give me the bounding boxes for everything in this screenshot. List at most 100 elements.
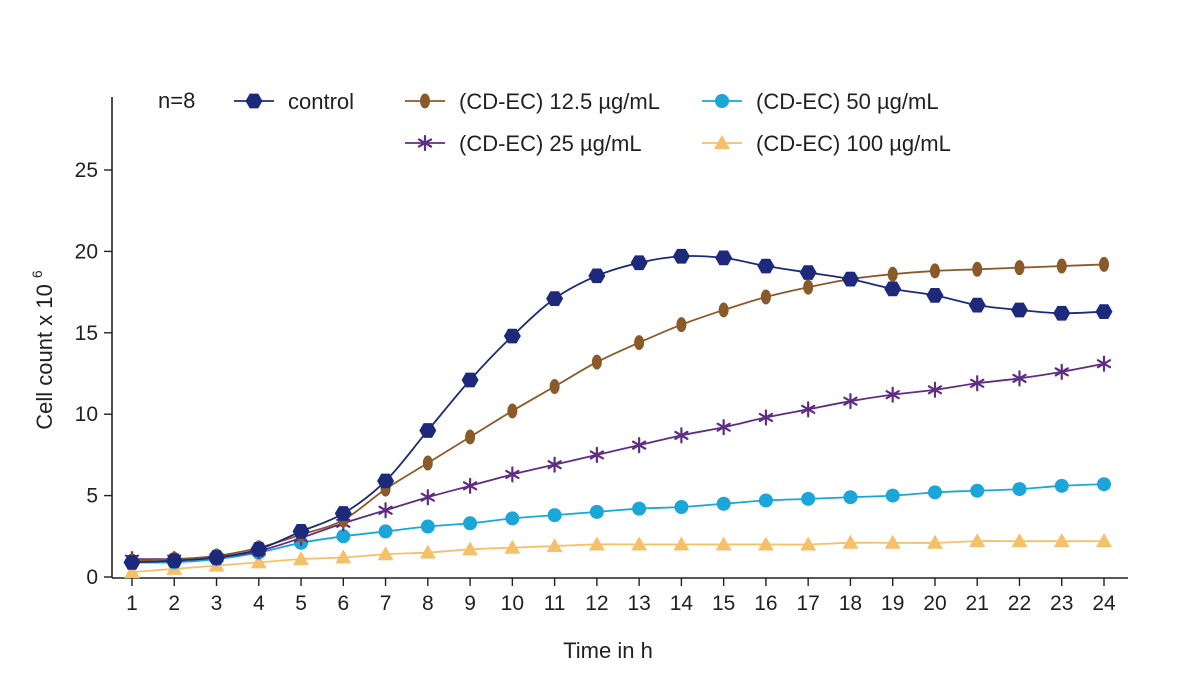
y-tick-label: 20 (75, 240, 98, 263)
series-line (131, 255, 1105, 564)
x-tick-label: 20 (923, 592, 946, 615)
data-point (673, 536, 690, 551)
data-point (969, 533, 986, 548)
data-point (885, 386, 900, 403)
data-point (715, 536, 732, 551)
data-point (546, 291, 564, 306)
data-point (674, 427, 689, 444)
asterisk-stroke (631, 440, 647, 450)
data-point (293, 551, 310, 566)
legend-label: (CD-EC) 50 µg/mL (756, 89, 939, 114)
legend-item-3: (CD-EC) 50 µg/mL (702, 89, 939, 114)
asterisk-stroke (970, 378, 985, 388)
x-tick-label: 8 (422, 592, 434, 615)
x-tick-label: 15 (712, 592, 735, 615)
data-point (591, 354, 602, 370)
x-tick-label: 18 (839, 592, 862, 615)
data-point (630, 255, 648, 271)
data-point (1056, 258, 1067, 274)
y-tick-label: 0 (86, 566, 98, 589)
series-2 (124, 355, 1112, 568)
legend-item-4: (CD-EC) 100 µg/mL (702, 131, 951, 156)
x-axis-title: Time in h (563, 638, 653, 663)
data-point (1053, 533, 1070, 548)
data-point (970, 375, 985, 392)
asterisk-stroke (547, 460, 562, 470)
data-point (801, 401, 816, 418)
series-layer (123, 248, 1113, 579)
data-point (377, 473, 395, 489)
legend-item-0: control (234, 89, 354, 114)
data-point (462, 477, 478, 494)
data-point (1095, 304, 1113, 319)
x-tick-label: 9 (464, 592, 476, 615)
legend-label: (CD-EC) 25 µg/mL (459, 131, 642, 156)
y-axis-title-group: Cell count x 10 6 (29, 270, 57, 430)
data-point (672, 248, 690, 264)
y-tick-label: 25 (75, 159, 98, 182)
annotation-n: n=8 (158, 88, 195, 113)
series-4 (124, 533, 1112, 579)
x-tick-label: 14 (670, 592, 694, 615)
data-point (165, 553, 183, 569)
asterisk-stroke (927, 385, 943, 395)
data-point (714, 135, 730, 149)
data-point (1054, 478, 1069, 493)
x-tick-label: 10 (501, 592, 524, 615)
data-point (420, 489, 435, 506)
data-point (926, 534, 943, 549)
x-tick-label: 22 (1008, 592, 1031, 615)
data-point (1010, 302, 1028, 318)
asterisk-stroke (378, 505, 393, 515)
data-point (465, 429, 476, 445)
data-point (631, 536, 648, 551)
legend-item-2: (CD-EC) 25 µg/mL (405, 131, 642, 156)
data-point (1012, 370, 1027, 387)
data-point (970, 483, 985, 498)
series-0 (123, 248, 1113, 570)
data-point (419, 544, 436, 559)
x-tick-label: 5 (295, 592, 307, 615)
data-point (758, 409, 774, 426)
data-point (715, 94, 729, 108)
asterisk-stroke (885, 390, 900, 400)
y-tick-label: 10 (75, 403, 98, 426)
data-point (546, 538, 563, 553)
x-tick-label: 1 (126, 592, 138, 615)
data-point (547, 456, 562, 473)
legend-label: control (288, 89, 354, 114)
y-tick-label: 5 (86, 485, 98, 508)
data-point (503, 328, 521, 344)
data-point (1099, 256, 1109, 272)
asterisk-stroke (417, 138, 433, 148)
asterisk-stroke (462, 481, 478, 491)
y-axis-title-superscript: 6 (29, 270, 45, 278)
x-tick-label: 11 (544, 592, 566, 615)
asterisk-stroke (505, 469, 520, 480)
data-point (716, 496, 731, 511)
x-tick-label: 16 (754, 592, 777, 615)
data-point (335, 549, 352, 564)
data-point (1053, 305, 1071, 321)
data-point (461, 372, 479, 388)
asterisk-stroke (420, 492, 435, 502)
data-point (1096, 355, 1112, 372)
data-point (250, 541, 268, 557)
data-point (800, 536, 817, 551)
data-point (927, 485, 942, 500)
x-tick-label: 24 (1092, 592, 1116, 615)
data-point (972, 261, 983, 277)
data-point (674, 499, 689, 514)
data-point (760, 289, 771, 305)
data-point (801, 491, 816, 506)
x-tick-label: 6 (337, 592, 349, 615)
data-point (588, 268, 606, 284)
legend: control (CD-EC) 12.5 µg/mL (CD-EC) 50 µg/m… (234, 89, 951, 156)
data-point (799, 265, 817, 280)
x-tick-label: 17 (796, 592, 819, 615)
data-point (124, 564, 140, 579)
data-point (463, 516, 478, 531)
data-point (758, 493, 773, 508)
data-point (378, 502, 393, 519)
